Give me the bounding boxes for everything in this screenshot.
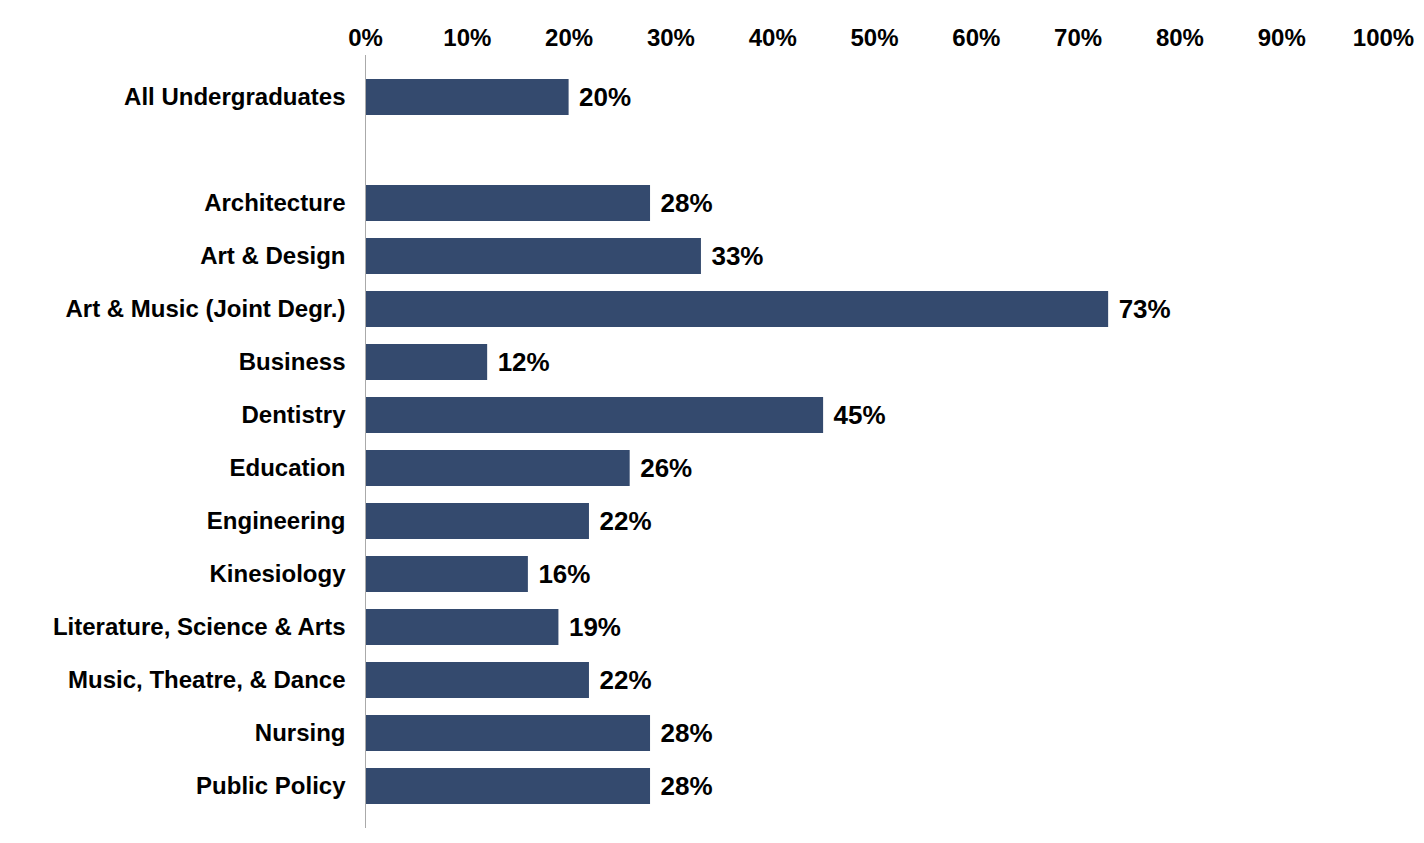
svg-text:Music, Theatre, & Dance: Music, Theatre, & Dance — [68, 666, 345, 693]
svg-text:80%: 80% — [1156, 24, 1204, 51]
svg-text:Art & Music (Joint Degr.): Art & Music (Joint Degr.) — [65, 295, 345, 322]
svg-text:12%: 12% — [498, 347, 550, 377]
svg-text:40%: 40% — [749, 24, 797, 51]
svg-text:20%: 20% — [545, 24, 593, 51]
svg-text:70%: 70% — [1054, 24, 1102, 51]
svg-text:16%: 16% — [538, 559, 590, 589]
svg-text:Dentistry: Dentistry — [241, 401, 346, 428]
svg-text:Education: Education — [229, 454, 345, 481]
svg-text:10%: 10% — [443, 24, 491, 51]
svg-text:Architecture: Architecture — [204, 189, 345, 216]
svg-text:0%: 0% — [348, 24, 383, 51]
svg-text:Nursing: Nursing — [255, 719, 346, 746]
svg-text:28%: 28% — [661, 718, 713, 748]
svg-text:Literature, Science & Arts: Literature, Science & Arts — [53, 613, 346, 640]
svg-text:28%: 28% — [661, 188, 713, 218]
svg-text:50%: 50% — [850, 24, 898, 51]
svg-text:Art & Design: Art & Design — [200, 242, 345, 269]
svg-text:Kinesiology: Kinesiology — [209, 560, 346, 587]
svg-text:33%: 33% — [711, 241, 763, 271]
svg-text:28%: 28% — [661, 771, 713, 801]
svg-text:22%: 22% — [599, 506, 651, 536]
svg-text:22%: 22% — [599, 665, 651, 695]
svg-text:73%: 73% — [1119, 294, 1171, 324]
svg-text:26%: 26% — [640, 453, 692, 483]
svg-text:45%: 45% — [834, 400, 886, 430]
svg-text:19%: 19% — [569, 612, 621, 642]
svg-text:100%: 100% — [1353, 24, 1414, 51]
svg-text:20%: 20% — [579, 82, 631, 112]
svg-text:Engineering: Engineering — [207, 507, 346, 534]
svg-text:30%: 30% — [647, 24, 695, 51]
svg-text:Business: Business — [239, 348, 346, 375]
svg-text:90%: 90% — [1258, 24, 1306, 51]
svg-text:All Undergraduates: All Undergraduates — [124, 83, 345, 110]
svg-text:Public Policy: Public Policy — [196, 772, 346, 799]
svg-text:60%: 60% — [952, 24, 1000, 51]
